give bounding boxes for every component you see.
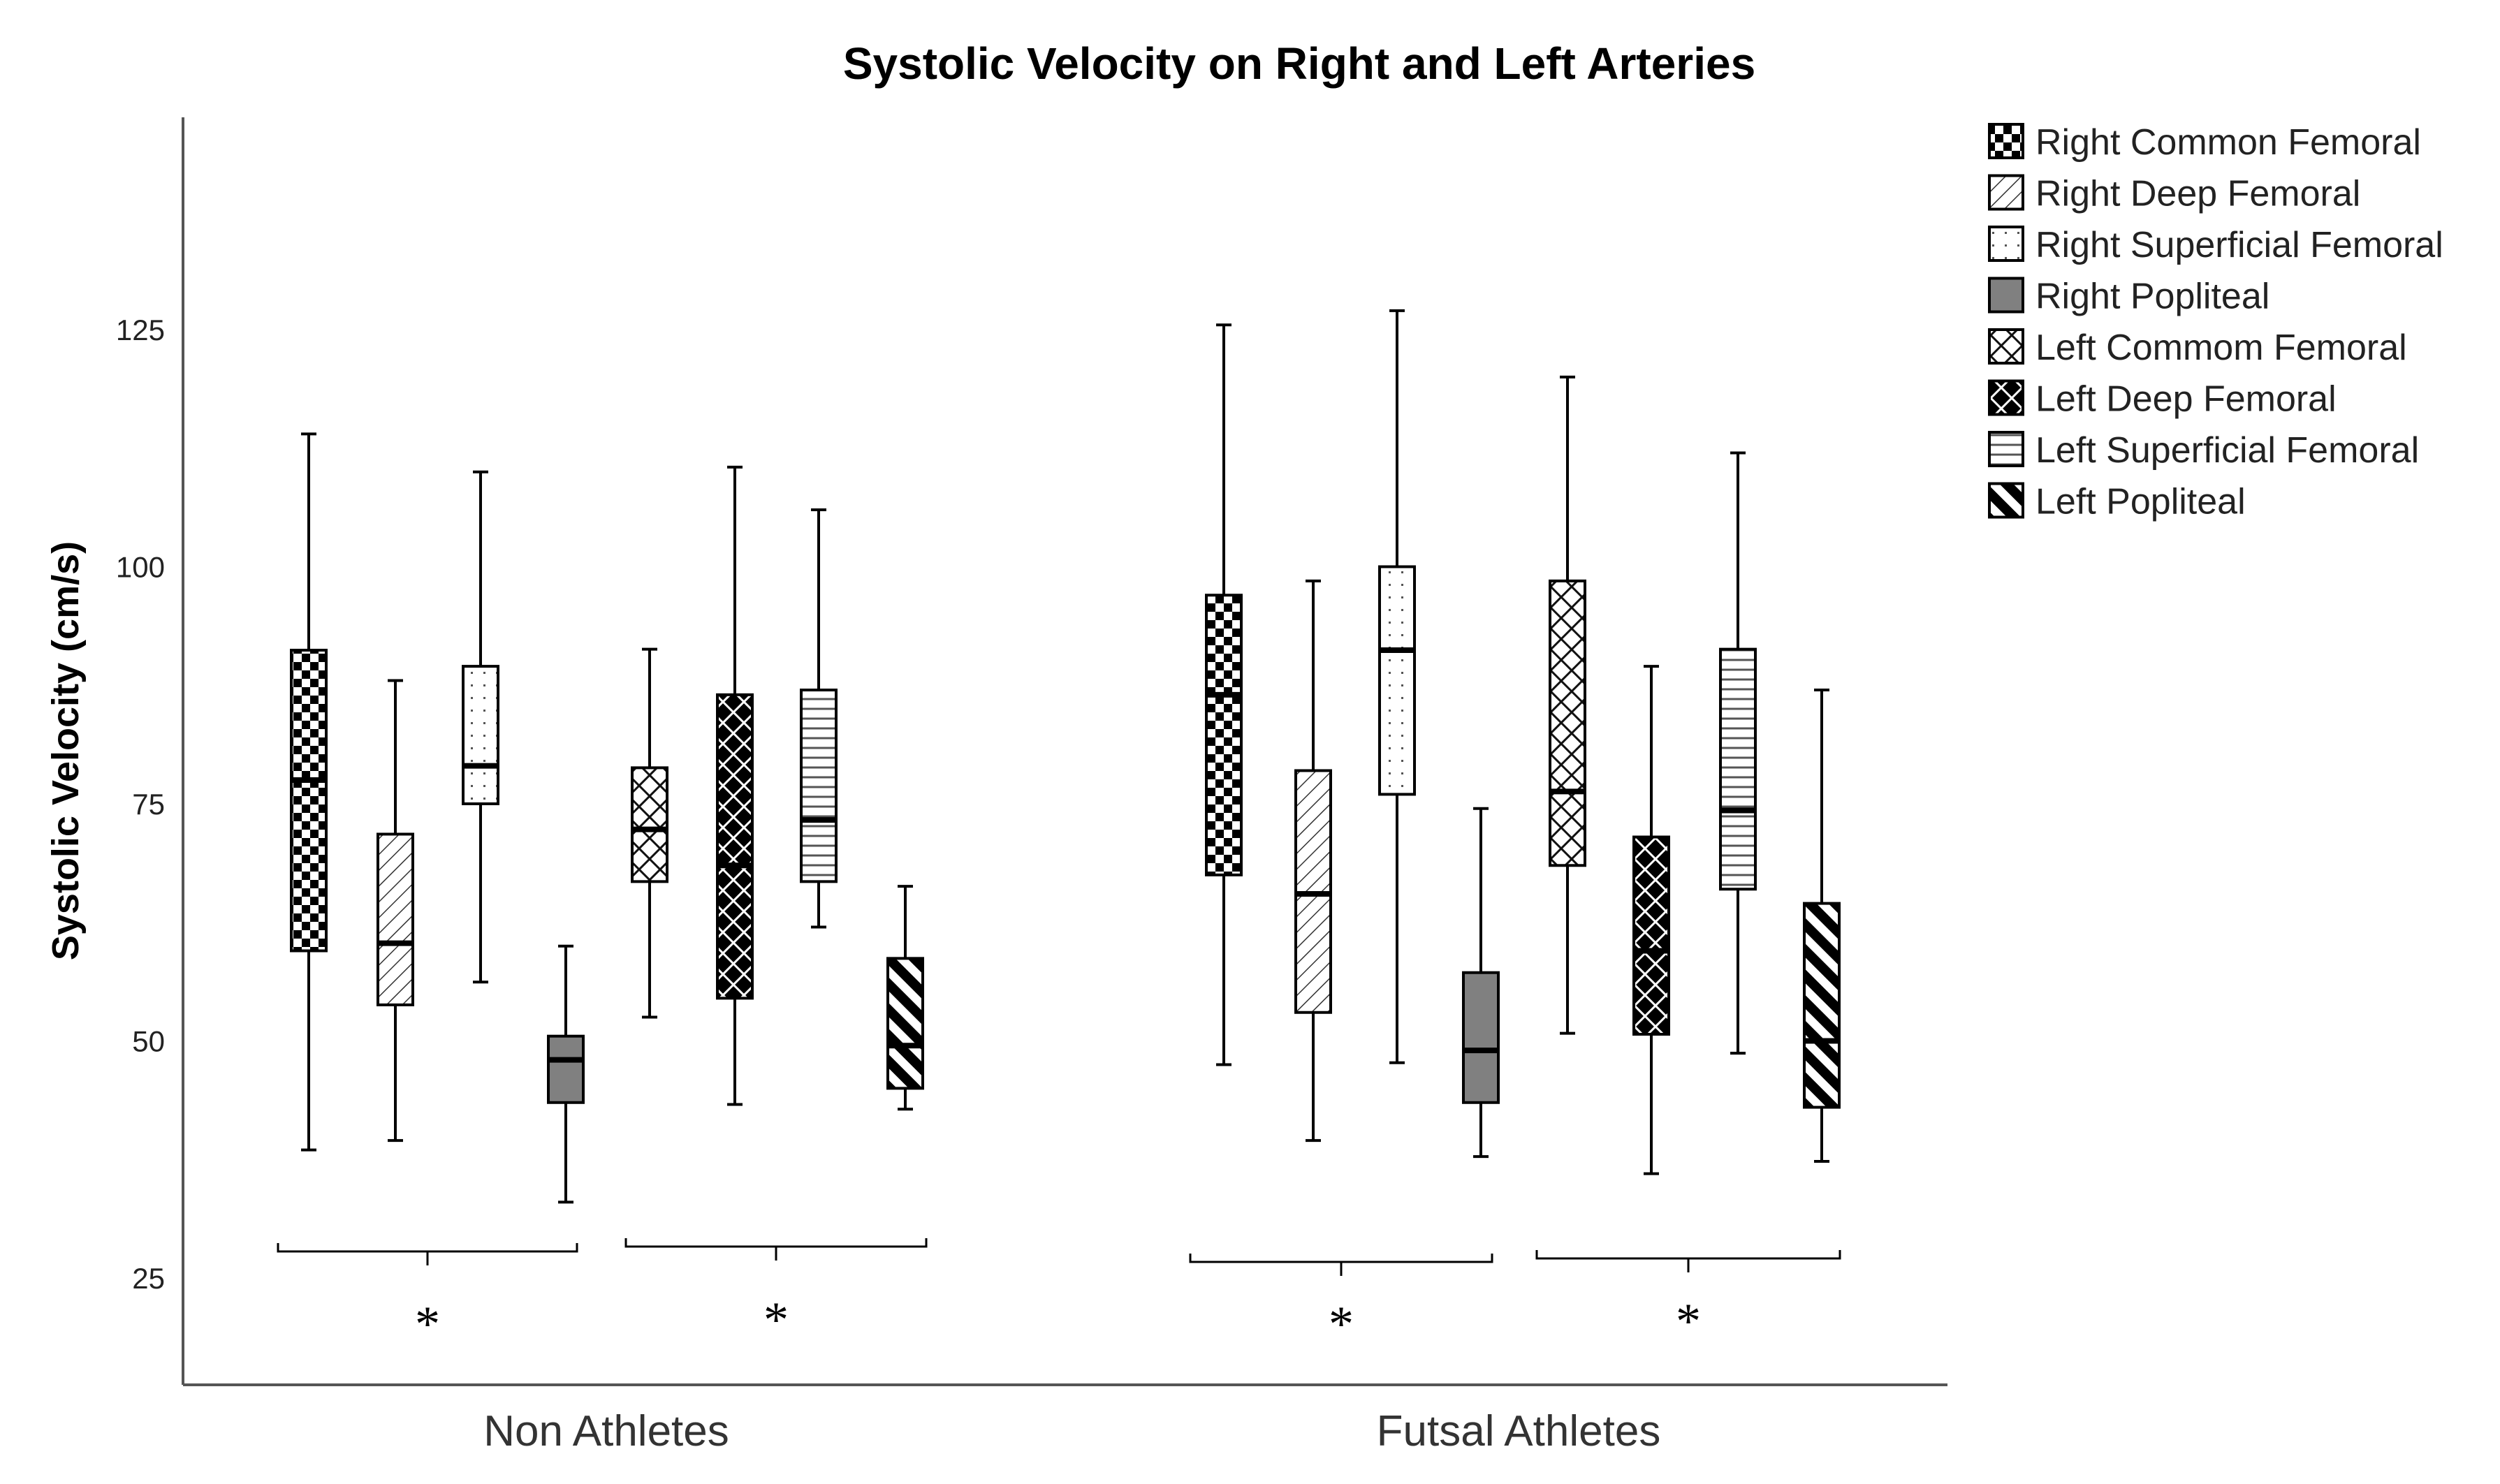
legend-swatch [1988, 226, 2024, 262]
legend-item: Left Commom Femoral [1988, 328, 2407, 368]
y-tick-label: 50 [132, 1025, 165, 1058]
significance-bracket [1535, 1250, 1841, 1272]
legend-item: Right Deep Femoral [1988, 174, 2360, 214]
box-iqr [1803, 902, 1841, 1109]
box-iqr [631, 766, 668, 883]
y-tick-label: 100 [116, 551, 165, 584]
significance-star: * [1329, 1296, 1354, 1352]
legend-swatch [1988, 482, 2024, 519]
y-tick-label: 25 [132, 1262, 165, 1295]
significance-bracket [277, 1243, 578, 1265]
box-iqr [462, 665, 499, 806]
chart-title: Systolic Velocity on Right and Left Arte… [843, 38, 1755, 89]
box-7-1 [1803, 689, 1841, 1163]
significance-star: * [763, 1292, 789, 1348]
group-label: Non Athletes [483, 1407, 729, 1455]
legend-label: Right Deep Femoral [2035, 174, 2360, 214]
legend-label: Right Superficial Femoral [2035, 225, 2443, 265]
box-iqr [1378, 565, 1416, 796]
box-7-0 [886, 885, 924, 1111]
legend: Right Common Femoral Right Deep Femoral Ri… [1988, 122, 2443, 522]
box-0-0 [290, 432, 328, 1152]
box-iqr [1632, 835, 1670, 1036]
box-4-1 [1549, 375, 1586, 1035]
legend-swatch [1988, 379, 2024, 416]
legend-label: Right Common Femoral [2035, 122, 2421, 163]
box-iqr [716, 693, 754, 1000]
box-iqr [290, 649, 328, 953]
y-tick-label: 75 [132, 788, 165, 821]
box-iqr [377, 832, 414, 1006]
box-2-1 [1378, 309, 1416, 1064]
legend-swatch [1988, 174, 2024, 211]
box-6-0 [800, 508, 838, 929]
box-iqr [1549, 579, 1586, 867]
box-5-1 [1632, 665, 1670, 1175]
significance-star: * [1676, 1293, 1701, 1349]
legend-swatch [1988, 431, 2024, 467]
group-label: Futsal Athletes [1377, 1407, 1661, 1455]
y-tick-label: 125 [116, 314, 165, 346]
legend-label: Left Deep Femoral [2035, 379, 2337, 420]
legend-swatch [1988, 277, 2024, 314]
legend-item: Left Popliteal [1988, 482, 2246, 522]
box-iqr [1462, 971, 1500, 1104]
significance-brackets: * * * * [277, 1238, 1841, 1352]
box-1-1 [1294, 579, 1332, 1143]
box-6-1 [1719, 451, 1757, 1055]
box-iqr [547, 1034, 585, 1104]
box-4-0 [631, 647, 668, 1019]
group-labels: Non Athletes Futsal Athletes [483, 1407, 1660, 1455]
box-iqr [1205, 594, 1243, 876]
significance-bracket [624, 1238, 928, 1261]
box-1-0 [377, 679, 414, 1143]
legend-item: Left Deep Femoral [1988, 379, 2337, 420]
box-3-1 [1462, 807, 1500, 1159]
significance-star: * [415, 1296, 440, 1352]
box-3-0 [547, 944, 585, 1204]
legend-item: Right Superficial Femoral [1988, 225, 2443, 265]
box-iqr [886, 957, 924, 1090]
legend-item: Right Common Femoral [1988, 122, 2421, 163]
box-iqr [1719, 647, 1757, 891]
legend-item: Right Popliteal [1988, 277, 2269, 317]
legend-label: Left Commom Femoral [2035, 328, 2407, 368]
legend-item: Left Superficial Femoral [1988, 430, 2419, 471]
significance-bracket [1189, 1254, 1493, 1276]
legend-label: Right Popliteal [2035, 277, 2269, 317]
legend-label: Left Superficial Femoral [2035, 430, 2419, 471]
y-axis-label: Systolic Velocity (cm/s) [45, 541, 87, 960]
y-tick-labels: 25 50 75 100 125 [116, 314, 165, 1295]
box-5-0 [716, 465, 754, 1106]
legend-label: Left Popliteal [2035, 482, 2246, 522]
box-0-1 [1205, 323, 1243, 1066]
legend-swatch [1988, 123, 2024, 159]
legend-swatch [1988, 328, 2024, 365]
box-iqr [800, 689, 838, 883]
box-series [290, 309, 1841, 1204]
box-2-0 [462, 470, 499, 984]
